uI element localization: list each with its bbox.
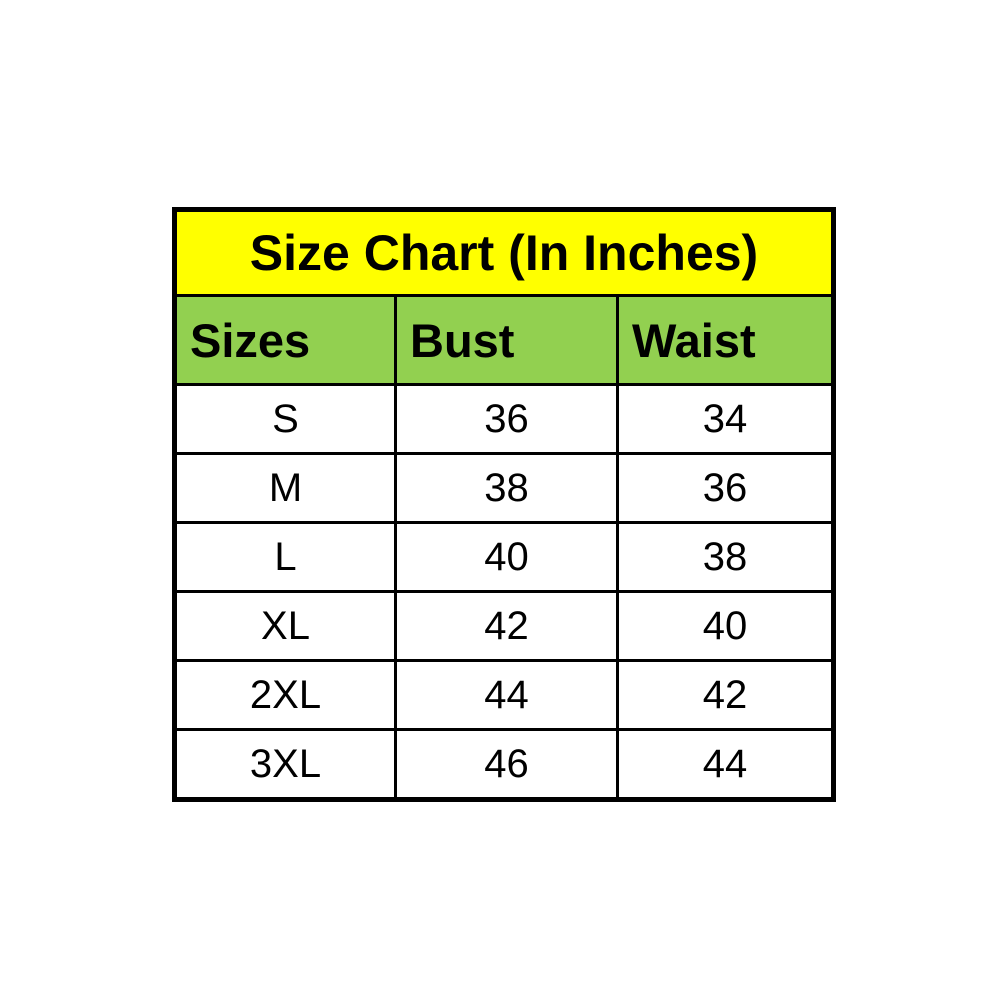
- waist-cell: 42: [616, 659, 835, 731]
- waist-cell: 40: [616, 590, 835, 662]
- size-cell: 3XL: [173, 728, 397, 801]
- size-chart-table: Size Chart (In Inches) Sizes Bust Waist …: [172, 207, 836, 802]
- size-cell: M: [173, 452, 397, 524]
- bust-cell: 42: [394, 590, 619, 662]
- table-row-2xl: 2XL 44 42: [173, 659, 835, 731]
- header-row: Sizes Bust Waist: [173, 294, 835, 386]
- column-header-sizes: Sizes: [173, 294, 397, 386]
- table-title: Size Chart (In Inches): [173, 208, 835, 297]
- table-row-m: M 38 36: [173, 452, 835, 524]
- bust-cell: 38: [394, 452, 619, 524]
- size-cell: S: [173, 383, 397, 455]
- column-header-bust: Bust: [394, 294, 619, 386]
- size-cell: L: [173, 521, 397, 593]
- waist-cell: 44: [616, 728, 835, 801]
- waist-cell: 38: [616, 521, 835, 593]
- table-row-xl: XL 42 40: [173, 590, 835, 662]
- size-cell: XL: [173, 590, 397, 662]
- table-row-3xl: 3XL 46 44: [173, 728, 835, 801]
- table-row-s: S 36 34: [173, 383, 835, 455]
- bust-cell: 46: [394, 728, 619, 801]
- size-cell: 2XL: [173, 659, 397, 731]
- bust-cell: 36: [394, 383, 619, 455]
- column-header-waist: Waist: [616, 294, 835, 386]
- title-row: Size Chart (In Inches): [173, 208, 835, 297]
- waist-cell: 34: [616, 383, 835, 455]
- waist-cell: 36: [616, 452, 835, 524]
- table-row-l: L 40 38: [173, 521, 835, 593]
- bust-cell: 44: [394, 659, 619, 731]
- bust-cell: 40: [394, 521, 619, 593]
